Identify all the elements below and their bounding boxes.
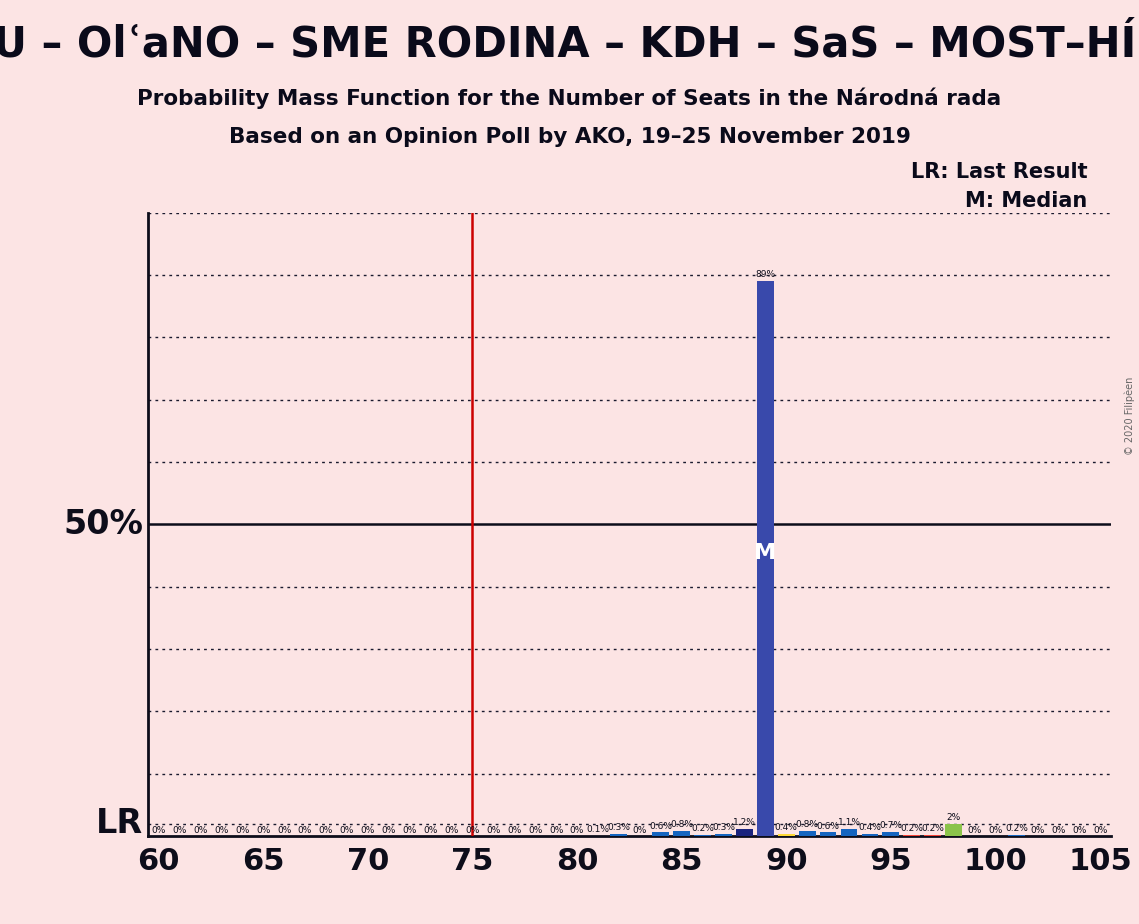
Bar [715,834,732,836]
Text: LR: Last Result: LR: Last Result [911,162,1088,182]
Bar [820,833,836,836]
Text: 0.2%: 0.2% [1005,824,1027,833]
Text: 0.3%: 0.3% [712,823,735,833]
Text: 0.7%: 0.7% [879,821,902,830]
Text: 1.1%: 1.1% [837,819,860,828]
Text: 0%: 0% [465,826,480,835]
Text: 0%: 0% [570,826,584,835]
Text: 0%: 0% [989,826,1002,835]
Bar [945,824,962,836]
Text: 0%: 0% [297,826,312,835]
Bar [653,833,669,836]
Bar [736,829,753,836]
Text: 0.8%: 0.8% [796,821,819,830]
Text: 0%: 0% [444,826,459,835]
Bar [798,832,816,836]
Bar [883,832,899,836]
Text: © 2020 Filipèen: © 2020 Filipèen [1124,377,1136,455]
Text: 0.3%: 0.3% [607,823,630,833]
Text: M: M [754,543,777,563]
Text: 1.2%: 1.2% [732,818,756,827]
Text: LU – OlʿaNO – SME RODINA – KDH – SaS – MOST–HÍD: LU – OlʿaNO – SME RODINA – KDH – SaS – M… [0,23,1139,65]
Text: 0%: 0% [151,826,165,835]
Text: 89%: 89% [755,270,776,279]
Bar [1008,835,1025,836]
Text: 0%: 0% [424,826,437,835]
Text: 0.1%: 0.1% [587,825,609,833]
Text: 0%: 0% [256,826,270,835]
Text: 50%: 50% [64,508,144,541]
Text: 0%: 0% [1072,826,1087,835]
Text: 0.2%: 0.2% [921,824,944,833]
Text: 0.2%: 0.2% [900,824,924,833]
Text: 0%: 0% [967,826,982,835]
Text: 0%: 0% [528,826,542,835]
Bar [925,835,941,836]
Text: 2%: 2% [947,813,960,821]
Text: 0.8%: 0.8% [670,821,694,830]
Text: 0%: 0% [339,826,354,835]
Text: 0%: 0% [486,826,500,835]
Text: 0%: 0% [172,826,187,835]
Text: 0%: 0% [319,826,333,835]
Text: 0%: 0% [549,826,564,835]
Bar [611,834,628,836]
Text: 0%: 0% [382,826,396,835]
Bar [903,835,920,836]
Text: LR: LR [96,808,144,840]
Text: 0%: 0% [507,826,522,835]
Text: 0%: 0% [214,826,229,835]
Bar [694,835,711,836]
Text: Based on an Opinion Poll by AKO, 19–25 November 2019: Based on an Opinion Poll by AKO, 19–25 N… [229,127,910,147]
Bar [757,281,773,836]
Text: Probability Mass Function for the Number of Seats in the Národná rada: Probability Mass Function for the Number… [138,88,1001,109]
Bar [778,833,795,836]
Bar [841,830,858,836]
Text: 0.6%: 0.6% [817,821,839,831]
Bar [673,832,690,836]
Text: 0.2%: 0.2% [691,824,714,833]
Bar [861,833,878,836]
Text: 0%: 0% [402,826,417,835]
Text: M: Median: M: Median [966,191,1088,212]
Text: 0.6%: 0.6% [649,821,672,831]
Text: 0.4%: 0.4% [775,823,797,832]
Text: 0.4%: 0.4% [859,823,882,832]
Text: 0%: 0% [1093,826,1107,835]
Text: 0%: 0% [361,826,375,835]
Text: 0%: 0% [235,826,249,835]
Text: 0%: 0% [277,826,292,835]
Text: 0%: 0% [194,826,207,835]
Text: 0%: 0% [632,826,647,835]
Text: 0%: 0% [1051,826,1065,835]
Text: 0%: 0% [1030,826,1044,835]
